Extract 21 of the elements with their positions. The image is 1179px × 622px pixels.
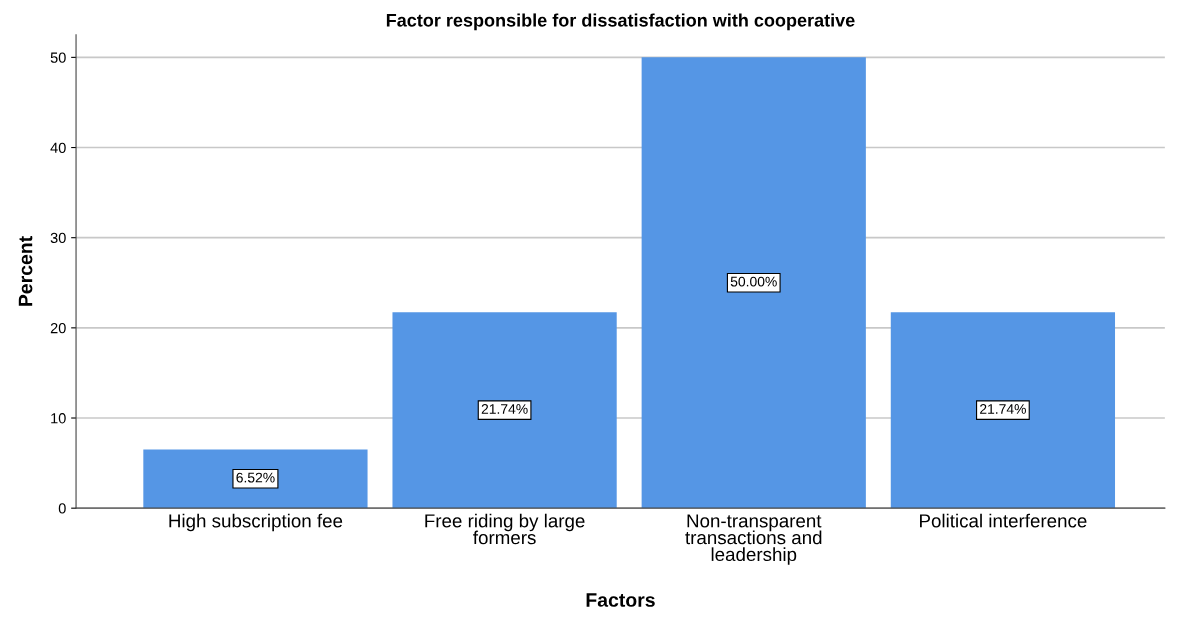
bar	[392, 312, 617, 509]
bar	[641, 57, 866, 509]
data-label: 50.00%	[730, 276, 777, 287]
x-tick-label: High subscription fee	[169, 513, 343, 532]
y-tick-label: 0	[58, 503, 66, 514]
y-tick-label: 40	[50, 142, 66, 153]
y-tick-label: 20	[50, 322, 66, 334]
y-axis-title: Percent	[18, 236, 33, 306]
y-tick-label: 50	[50, 52, 66, 63]
x-tick-label: Non-transparent transactions and leadership	[685, 514, 822, 565]
x-tick-label: Free riding by large formers	[425, 513, 585, 545]
bar	[143, 449, 368, 509]
x-tick-label: Political interference	[920, 513, 1087, 528]
chart-title: Factor responsible for dissatisfaction with cooperative	[386, 13, 855, 31]
data-label: 6.52%	[236, 472, 275, 483]
bar	[890, 312, 1116, 509]
y-tick-label: 30	[50, 232, 66, 244]
x-axis-title: Factors	[586, 593, 655, 607]
data-label: 21.74%	[980, 404, 1026, 414]
data-label: 21.74%	[481, 404, 528, 414]
y-tick-label: 10	[51, 413, 66, 424]
